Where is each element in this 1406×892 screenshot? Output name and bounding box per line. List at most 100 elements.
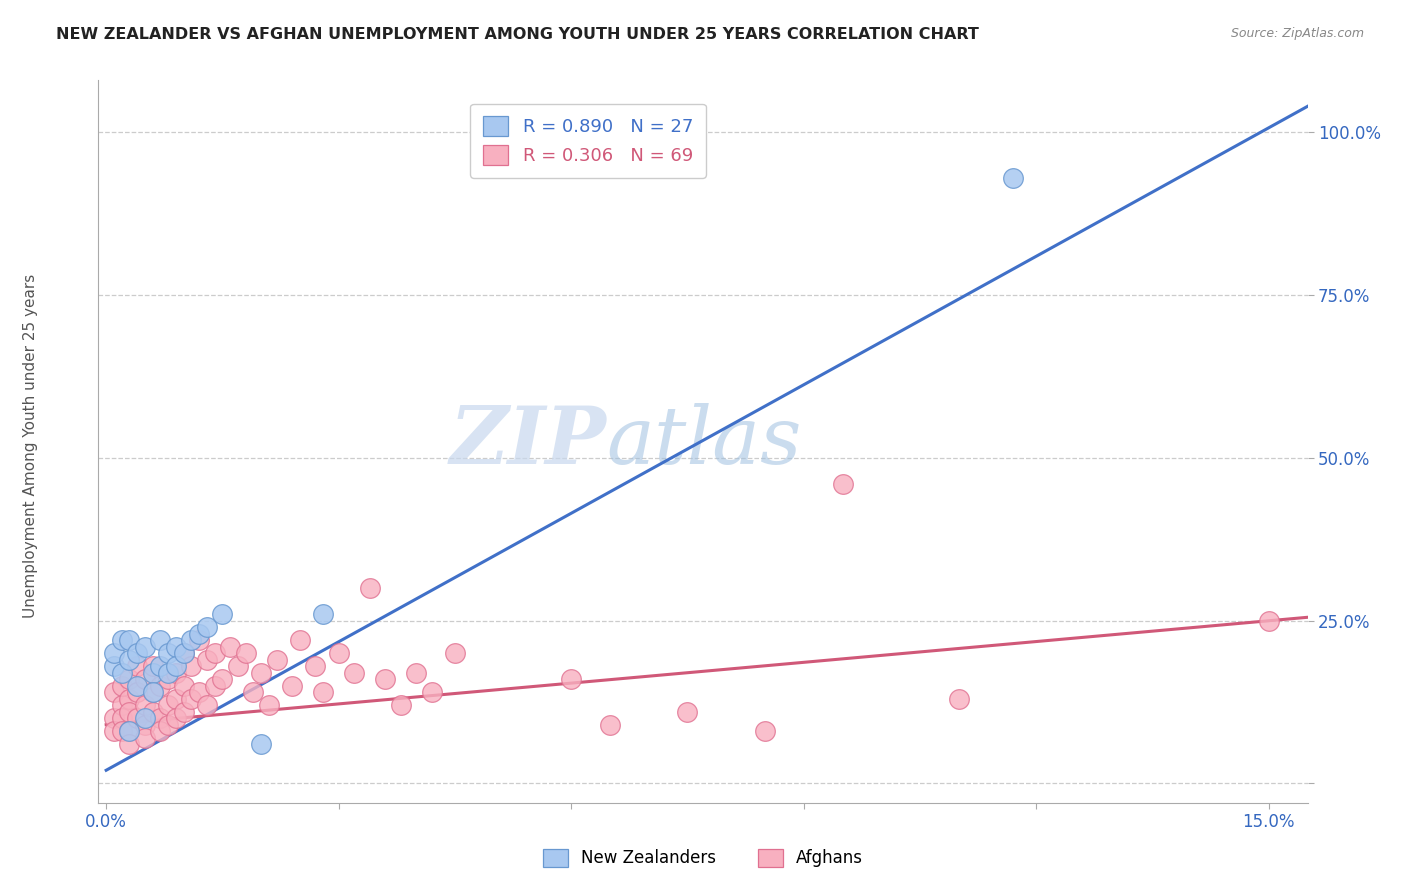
Point — [165, 640, 187, 654]
Point — [165, 711, 187, 725]
Point — [118, 737, 141, 751]
Point — [157, 698, 180, 713]
Point — [149, 633, 172, 648]
Point — [180, 659, 202, 673]
Point — [127, 685, 149, 699]
Text: ZIP: ZIP — [450, 403, 606, 480]
Point — [948, 691, 970, 706]
Point — [195, 652, 218, 666]
Point — [343, 665, 366, 680]
Point — [173, 679, 195, 693]
Point — [250, 665, 273, 680]
Point — [103, 724, 125, 739]
Point — [111, 711, 134, 725]
Point — [103, 659, 125, 673]
Point — [111, 698, 134, 713]
Point — [420, 685, 443, 699]
Point — [118, 652, 141, 666]
Point — [188, 626, 211, 640]
Point — [312, 607, 335, 621]
Point — [281, 679, 304, 693]
Point — [173, 646, 195, 660]
Point — [266, 652, 288, 666]
Point — [444, 646, 467, 660]
Point — [188, 633, 211, 648]
Point — [676, 705, 699, 719]
Point — [359, 581, 381, 595]
Point — [250, 737, 273, 751]
Point — [165, 691, 187, 706]
Point — [374, 672, 396, 686]
Text: Unemployment Among Youth under 25 years: Unemployment Among Youth under 25 years — [24, 274, 38, 618]
Point — [389, 698, 412, 713]
Text: atlas: atlas — [606, 403, 801, 480]
Point — [142, 685, 165, 699]
Point — [111, 665, 134, 680]
Point — [211, 672, 233, 686]
Point — [257, 698, 280, 713]
Point — [328, 646, 350, 660]
Point — [111, 724, 134, 739]
Point — [180, 633, 202, 648]
Point — [149, 724, 172, 739]
Point — [111, 633, 134, 648]
Point — [103, 646, 125, 660]
Point — [134, 731, 156, 745]
Point — [157, 672, 180, 686]
Text: NEW ZEALANDER VS AFGHAN UNEMPLOYMENT AMONG YOUTH UNDER 25 YEARS CORRELATION CHAR: NEW ZEALANDER VS AFGHAN UNEMPLOYMENT AMO… — [56, 27, 979, 42]
Point — [111, 679, 134, 693]
Text: Source: ZipAtlas.com: Source: ZipAtlas.com — [1230, 27, 1364, 40]
Point — [1002, 170, 1025, 185]
Point — [118, 724, 141, 739]
Point — [157, 717, 180, 731]
Point — [599, 717, 621, 731]
Point — [103, 685, 125, 699]
Point — [180, 691, 202, 706]
Point — [103, 711, 125, 725]
Point — [165, 665, 187, 680]
Point — [118, 705, 141, 719]
Point — [149, 711, 172, 725]
Point — [1257, 614, 1279, 628]
Point — [157, 665, 180, 680]
Point — [134, 717, 156, 731]
Point — [134, 640, 156, 654]
Point — [226, 659, 249, 673]
Point — [127, 646, 149, 660]
Point — [142, 705, 165, 719]
Point — [831, 476, 853, 491]
Point — [211, 607, 233, 621]
Point — [142, 659, 165, 673]
Point — [118, 672, 141, 686]
Point — [235, 646, 257, 660]
Point — [142, 665, 165, 680]
Point — [754, 724, 776, 739]
Point — [165, 659, 187, 673]
Point — [173, 646, 195, 660]
Point — [142, 685, 165, 699]
Point — [149, 679, 172, 693]
Point — [195, 620, 218, 634]
Point — [173, 705, 195, 719]
Point — [560, 672, 582, 686]
Point — [118, 633, 141, 648]
Point — [312, 685, 335, 699]
Point — [149, 659, 172, 673]
Point — [204, 646, 226, 660]
Point — [219, 640, 242, 654]
Point — [288, 633, 311, 648]
Point — [118, 691, 141, 706]
Point — [304, 659, 326, 673]
Point — [127, 711, 149, 725]
Point — [134, 698, 156, 713]
Point — [405, 665, 427, 680]
Point — [188, 685, 211, 699]
Point — [195, 698, 218, 713]
Legend: New Zealanders, Afghans: New Zealanders, Afghans — [536, 842, 870, 874]
Point — [134, 672, 156, 686]
Point — [242, 685, 264, 699]
Point — [118, 724, 141, 739]
Point — [127, 659, 149, 673]
Point — [127, 679, 149, 693]
Point — [134, 711, 156, 725]
